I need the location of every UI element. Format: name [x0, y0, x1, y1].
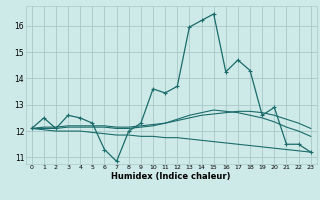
- X-axis label: Humidex (Indice chaleur): Humidex (Indice chaleur): [111, 172, 231, 181]
